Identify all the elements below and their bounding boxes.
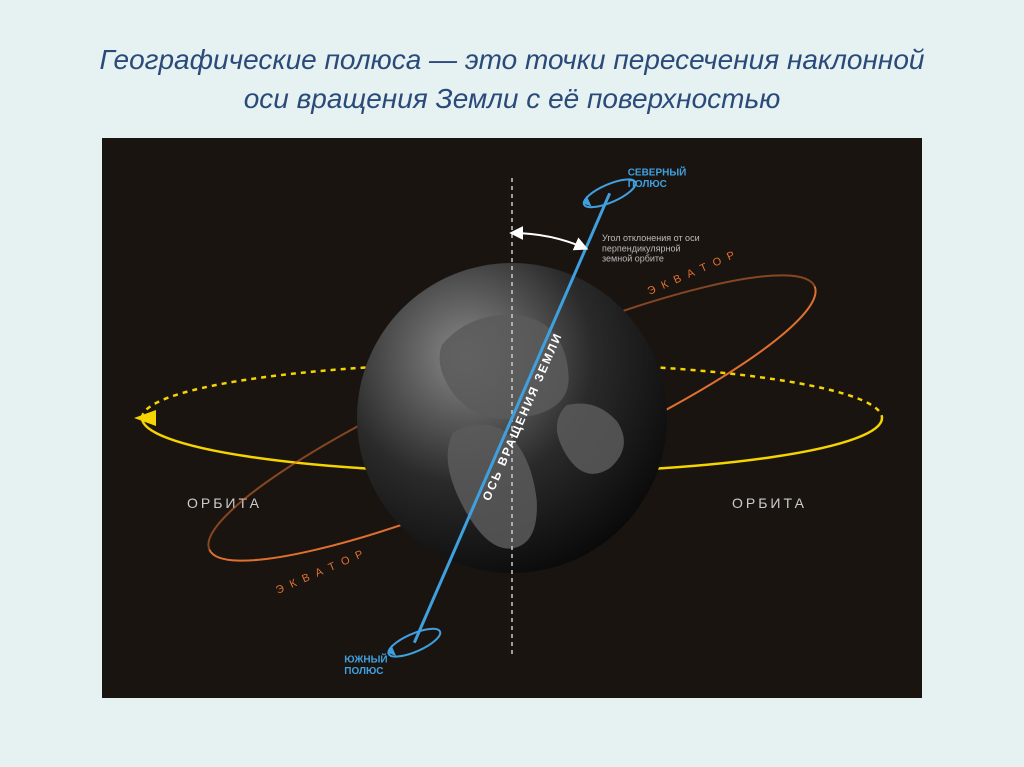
earth-axis-diagram: ОРБИТАОРБИТАЭ К В А Т О РЭ К В А Т О РСЕ…: [102, 138, 922, 698]
page-root: Географические полюса — это точки пересе…: [0, 0, 1024, 767]
svg-text:ЮЖНЫЙПОЛЮС: ЮЖНЫЙПОЛЮС: [344, 653, 387, 678]
page-title: Географические полюса — это точки пересе…: [0, 0, 1024, 138]
svg-text:ОРБИТА: ОРБИТА: [187, 495, 262, 511]
diagram-svg: ОРБИТАОРБИТАЭ К В А Т О РЭ К В А Т О РСЕ…: [102, 138, 922, 698]
svg-text:ОРБИТА: ОРБИТА: [732, 495, 807, 511]
